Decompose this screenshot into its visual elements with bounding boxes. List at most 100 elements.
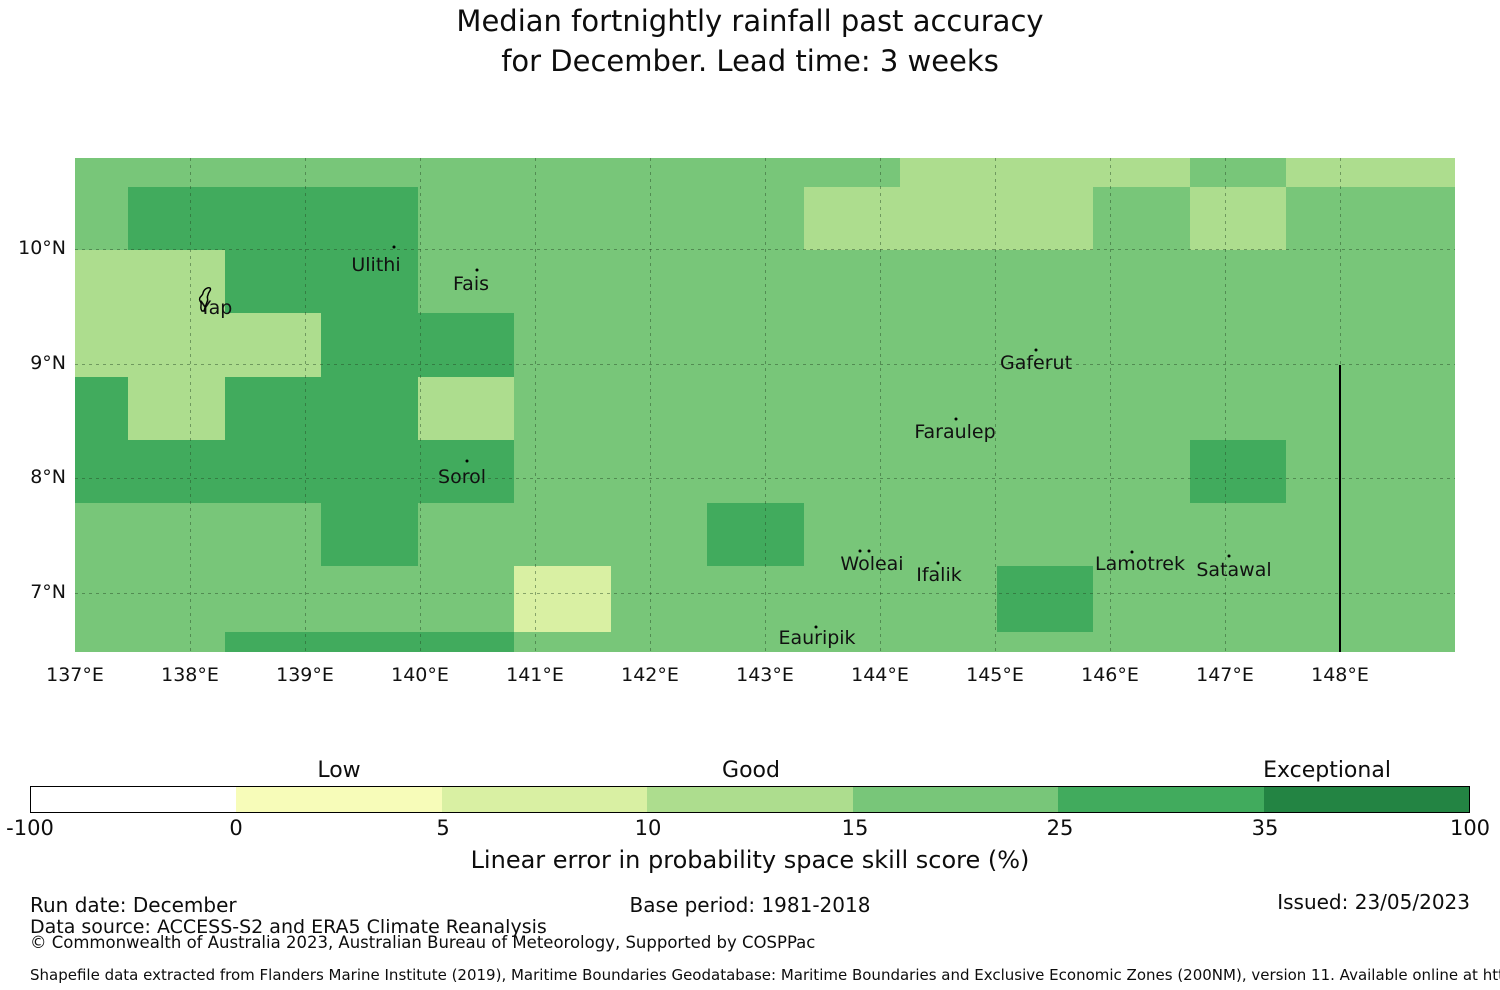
chart-title-line2: for December. Lead time: 3 weeks xyxy=(501,44,999,78)
longitude-gridline xyxy=(995,158,996,652)
island-dot xyxy=(1130,550,1134,554)
colorbar-segment xyxy=(441,787,648,812)
chart-title-line1: Median fortnightly rainfall past accurac… xyxy=(456,4,1044,38)
map-cell xyxy=(128,250,225,313)
island-dot xyxy=(465,459,469,463)
map-cell xyxy=(1093,158,1190,187)
map-cell xyxy=(996,566,1093,632)
map-cell xyxy=(417,313,514,377)
colorbar-tick-label: 25 xyxy=(1046,816,1074,840)
y-tick-label: 7°N xyxy=(30,581,66,603)
colorbar-segment xyxy=(31,787,237,812)
map-cell xyxy=(321,440,418,503)
map-cell xyxy=(707,503,804,566)
colorbar-segment xyxy=(647,787,853,812)
island-label: Ulithi xyxy=(351,254,401,276)
latitude-gridline xyxy=(75,478,1455,479)
x-tick-label: 141°E xyxy=(506,664,564,686)
run-date-text: Run date: December xyxy=(30,893,237,917)
colorbar-tick-label: 5 xyxy=(436,816,450,840)
x-tick-label: 138°E xyxy=(161,664,219,686)
map-cell xyxy=(1189,440,1286,503)
map-cell xyxy=(321,503,418,566)
map-cell xyxy=(224,187,321,250)
copyright-text: © Commonwealth of Australia 2023, Austra… xyxy=(30,933,816,952)
island-dot xyxy=(1227,554,1231,558)
map-cell xyxy=(321,187,418,250)
longitude-gridline xyxy=(1110,158,1111,652)
map-cell xyxy=(224,313,321,377)
longitude-gridline xyxy=(535,158,536,652)
map-cell xyxy=(514,566,611,632)
issued-date-text: Issued: 23/05/2023 xyxy=(1277,890,1470,914)
x-tick-label: 139°E xyxy=(276,664,334,686)
rainfall-skill-heatmap: Yap Ulithi Fais Sorol Gaferut Faraulep Woleai I… xyxy=(75,158,1455,652)
island-dot xyxy=(858,549,862,553)
data-source-text: Data source: ACCESS-S2 and ERA5 Climate … xyxy=(30,916,547,938)
island-dot xyxy=(954,417,958,421)
y-tick-label: 8°N xyxy=(30,466,66,488)
island-label: Ifalik xyxy=(916,564,962,586)
map-cell xyxy=(128,187,225,250)
island-label: Woleai xyxy=(840,553,904,575)
island-label: Lamotrek xyxy=(1095,553,1185,575)
map-cell xyxy=(128,377,225,440)
map-cell xyxy=(1382,158,1455,187)
colorbar-tick-label: 0 xyxy=(229,816,243,840)
island-dot xyxy=(475,268,479,272)
longitude-gridline xyxy=(1225,158,1226,652)
base-period-text: Base period: 1981-2018 xyxy=(629,893,871,917)
y-tick-label: 10°N xyxy=(18,237,66,259)
colorbar-region-label: Low xyxy=(317,758,361,783)
colorbar-tick-label: 15 xyxy=(841,816,869,840)
island-dot xyxy=(867,549,871,553)
x-tick-label: 144°E xyxy=(851,664,909,686)
map-cell xyxy=(1286,158,1383,187)
colorbar-segment xyxy=(852,787,1059,812)
map-cell xyxy=(900,158,997,187)
map-cell xyxy=(996,187,1093,250)
x-tick-label: 145°E xyxy=(966,664,1024,686)
x-tick-label: 142°E xyxy=(621,664,679,686)
colorbar-segment xyxy=(1058,787,1264,812)
colorbar-tick-label: 100 xyxy=(1449,816,1491,840)
longitude-gridline xyxy=(880,158,881,652)
latitude-gridline xyxy=(75,364,1455,365)
y-tick-label: 9°N xyxy=(30,352,66,374)
yap-island-outline xyxy=(196,286,216,318)
map-cell xyxy=(75,250,128,313)
island-dot xyxy=(936,561,940,565)
map-cell xyxy=(224,250,321,313)
colorbar-axis-label: Linear error in probability space skill … xyxy=(470,846,1030,874)
map-cell xyxy=(128,440,225,503)
x-tick-label: 137°E xyxy=(46,664,104,686)
x-tick-label: 147°E xyxy=(1196,664,1254,686)
map-cell xyxy=(75,377,128,440)
island-label: Fais xyxy=(452,273,490,295)
latitude-gridline xyxy=(75,593,1455,594)
island-label: Sorol xyxy=(438,466,486,488)
map-cell xyxy=(321,377,418,440)
x-tick-label: 143°E xyxy=(736,664,794,686)
island-dot xyxy=(814,625,818,629)
map-cell xyxy=(417,377,514,440)
colorbar xyxy=(30,786,1470,813)
island-label: Satawal xyxy=(1196,559,1272,581)
eez-boundary-line xyxy=(1339,365,1341,652)
colorbar-segment xyxy=(1263,787,1469,812)
map-cell xyxy=(321,250,418,313)
island-dot xyxy=(392,245,396,249)
longitude-gridline xyxy=(305,158,306,652)
island-label: Faraulep xyxy=(914,421,996,443)
shapefile-footnote-text: Shapefile data extracted from Flanders M… xyxy=(30,966,1500,984)
colorbar-region-label: Exceptional xyxy=(1263,758,1391,783)
map-cell xyxy=(803,187,900,250)
map-cell xyxy=(417,440,514,503)
island-label: Yap xyxy=(199,297,233,319)
map-cell xyxy=(224,632,321,652)
map-cell xyxy=(75,313,128,377)
map-cell xyxy=(321,632,418,652)
map-cell xyxy=(128,313,225,377)
longitude-gridline xyxy=(190,158,191,652)
